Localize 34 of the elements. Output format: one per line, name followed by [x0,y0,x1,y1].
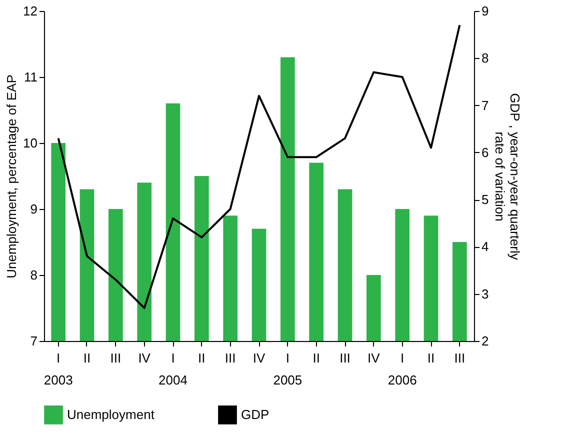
y2-tick-label: 8 [482,50,489,66]
x-tick-label: II [83,350,91,366]
y2-tick-label: 5 [482,192,489,208]
y-tick-label: 10 [23,136,38,150]
y2-tick-label: 6 [482,144,489,160]
y-tick-label: 11 [24,70,38,84]
y-axis-title: Unemployment, percentage of EAP [4,74,20,278]
x-tick-label: I 2005 [273,350,302,388]
y2-tick-label: 7 [482,98,489,113]
y-tick-label: 9 [30,202,38,216]
y2-tick-label: 4 [482,239,489,254]
y-tick-label: 8 [30,268,38,282]
x-tick-label: I 2003 [44,350,73,388]
x-tick-label: II [198,350,206,366]
x-tick-label: II [427,350,435,366]
x-tick-label: IV [138,350,151,366]
y2-tick-label: 3 [482,286,489,302]
legend-label: GDP [241,406,270,422]
x-tick-label: III [454,350,466,366]
x-tick-label: II [312,350,320,366]
x-tick-label: III [110,350,122,366]
x-tick-label: IV [252,350,266,366]
y-tick-label: 12 [23,4,38,18]
x-tick-label: III [340,350,350,366]
y2-tick-label: 2 [482,334,489,348]
x-tick-label: I 2006 [388,350,417,388]
y2-axis-title: GDP , year-on-year quarterly rate of variation [492,93,523,260]
x-tick-label: IV [368,350,380,366]
legend-label: Unemployment [67,406,155,422]
y2-tick-label: 9 [482,4,489,18]
line-series [57,24,461,309]
x-tick-label: III [224,350,236,366]
x-tick-label: I 2004 [158,350,188,388]
y-tick-label: 7 [30,334,38,348]
